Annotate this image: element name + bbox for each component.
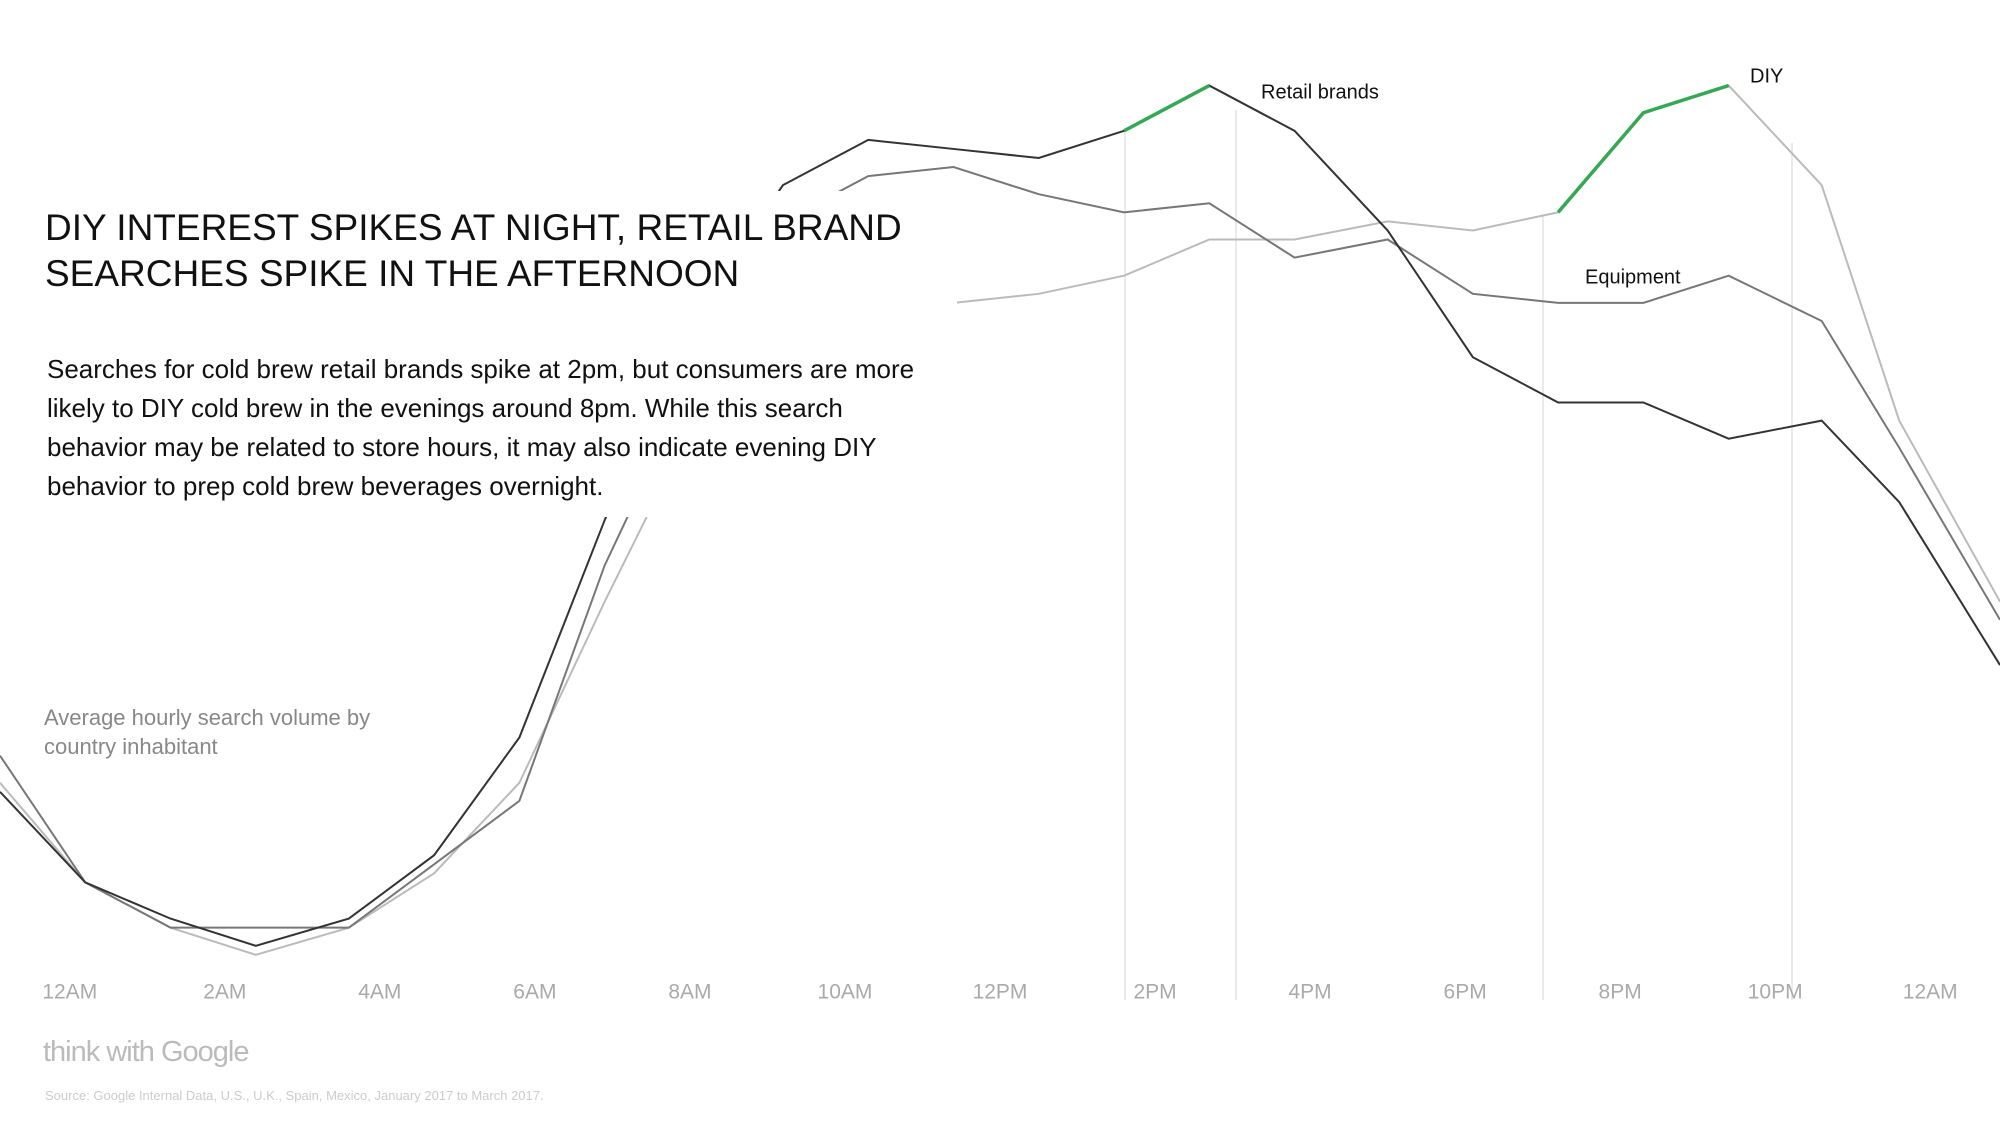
- x-tick-label: 8AM: [668, 981, 711, 1004]
- series-label: Retail brands: [1261, 81, 1379, 103]
- x-tick-label: 12AM: [1903, 981, 1958, 1004]
- x-tick-label: 8PM: [1599, 981, 1642, 1004]
- x-tick-label: 4AM: [358, 981, 401, 1004]
- x-tick-label: 10PM: [1748, 981, 1803, 1004]
- y-axis-label: Average hourly search volume by country …: [44, 705, 371, 759]
- x-tick-label: 6AM: [513, 981, 556, 1004]
- x-tick-label: 12PM: [973, 981, 1028, 1004]
- series-label: DIY: [1750, 65, 1783, 87]
- chart-title: DIY INTEREST SPIKES AT NIGHT, RETAIL BRA…: [45, 207, 902, 294]
- x-tick-label: 12AM: [42, 981, 97, 1004]
- x-tick-label: 6PM: [1444, 981, 1487, 1004]
- brand-logo: think with Google: [43, 1036, 249, 1068]
- subtitle: Searches for cold brew retail brands spi…: [47, 354, 915, 501]
- line: [0, 166, 2000, 929]
- x-tick-label: 2AM: [203, 981, 246, 1004]
- highlight-line: [1123, 84, 1211, 133]
- guides: [1124, 110, 1793, 1000]
- text-panel: [0, 191, 957, 517]
- series-label: Equipment: [1585, 266, 1681, 288]
- x-tick-label: 2PM: [1133, 981, 1176, 1004]
- line: [0, 84, 2000, 947]
- source: Source: Google Internal Data, U.S., U.K.…: [45, 1088, 544, 1103]
- x-tick-label: 10AM: [818, 981, 873, 1004]
- highlight-line: [1556, 83, 1730, 214]
- x-tick-label: 4PM: [1288, 981, 1331, 1004]
